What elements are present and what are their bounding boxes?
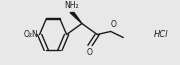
Text: NH₂: NH₂: [65, 1, 79, 10]
Text: HCl: HCl: [154, 30, 168, 39]
Text: O: O: [111, 20, 117, 29]
Text: O: O: [87, 48, 93, 57]
Polygon shape: [70, 13, 82, 24]
Text: O₂N: O₂N: [24, 30, 39, 39]
